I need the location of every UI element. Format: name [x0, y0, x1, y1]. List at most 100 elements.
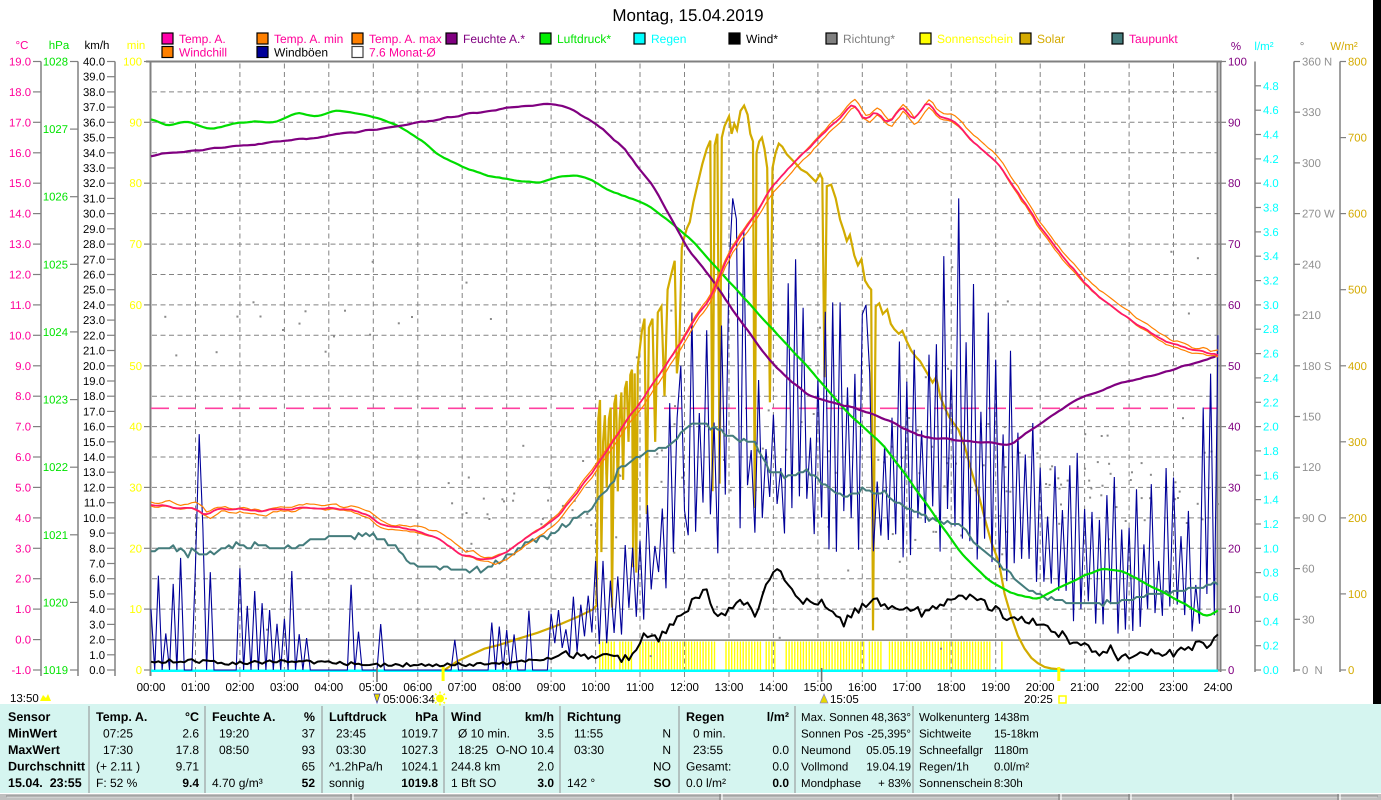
svg-text:05:00: 05:00 — [359, 682, 388, 694]
svg-text:15.04. 23:55: 15.04. 23:55 — [8, 776, 82, 790]
svg-text:1021: 1021 — [43, 530, 68, 542]
svg-text:300: 300 — [1302, 158, 1321, 170]
svg-text:8.0: 8.0 — [89, 543, 105, 555]
svg-text:7.0: 7.0 — [15, 422, 31, 434]
svg-text:Sonnenschein: Sonnenschein — [919, 778, 992, 790]
svg-text:3.0: 3.0 — [89, 619, 105, 631]
svg-text:3.4: 3.4 — [1263, 251, 1279, 263]
svg-text:1025: 1025 — [43, 259, 68, 271]
svg-text:19.0: 19.0 — [83, 376, 105, 388]
svg-text:3.8: 3.8 — [1263, 203, 1279, 215]
svg-text:30: 30 — [129, 482, 142, 494]
svg-text:1.8: 1.8 — [1263, 446, 1279, 458]
svg-text:0.0: 0.0 — [772, 760, 789, 774]
svg-text:1.6: 1.6 — [1263, 470, 1279, 482]
svg-text:24:00: 24:00 — [1204, 682, 1233, 694]
svg-text:3.0: 3.0 — [15, 543, 31, 555]
svg-text:Luftdruck: Luftdruck — [329, 710, 387, 724]
svg-text:1023: 1023 — [43, 395, 68, 407]
svg-text:20: 20 — [129, 543, 142, 555]
svg-text:°C: °C — [185, 710, 199, 724]
svg-text:1438m: 1438m — [994, 712, 1029, 724]
svg-text:Wind*: Wind* — [746, 32, 778, 46]
svg-text:°C: °C — [16, 40, 29, 52]
svg-text:12.0: 12.0 — [9, 270, 31, 282]
svg-text:23:00: 23:00 — [1159, 682, 1188, 694]
svg-text:Durchschnitt: Durchschnitt — [8, 760, 86, 774]
svg-text:Regen: Regen — [651, 32, 686, 46]
svg-text:W/m²: W/m² — [1330, 41, 1358, 53]
svg-text:09:00: 09:00 — [537, 682, 566, 694]
svg-text:2.6: 2.6 — [1263, 349, 1279, 361]
svg-text:2.8: 2.8 — [1263, 324, 1279, 336]
svg-text:29.0: 29.0 — [83, 224, 105, 236]
svg-text:Windböen: Windböen — [274, 46, 328, 60]
svg-text:40: 40 — [129, 422, 142, 434]
svg-text:Vollmond: Vollmond — [801, 762, 848, 774]
svg-text:(+ 2.11 ): (+ 2.11 ) — [96, 760, 140, 774]
svg-text:0.0: 0.0 — [772, 743, 789, 757]
svg-text:26.0: 26.0 — [83, 270, 105, 282]
svg-text:3.0: 3.0 — [1263, 300, 1279, 312]
svg-text:210: 210 — [1302, 310, 1321, 322]
svg-text:1.0: 1.0 — [15, 604, 31, 616]
svg-text:3.2: 3.2 — [1263, 276, 1279, 288]
svg-text:180 S: 180 S — [1302, 361, 1332, 373]
svg-text:244.8 km: 244.8 km — [451, 760, 500, 774]
svg-text:150: 150 — [1302, 412, 1321, 424]
svg-text:1.4: 1.4 — [1263, 495, 1279, 507]
svg-text:2.2: 2.2 — [1263, 397, 1279, 409]
svg-text:4.0: 4.0 — [89, 604, 105, 616]
svg-text:0: 0 — [1348, 665, 1354, 677]
svg-text:600: 600 — [1348, 209, 1367, 221]
svg-text:37: 37 — [302, 727, 316, 741]
svg-text:^1.2hPa/h: ^1.2hPa/h — [329, 760, 383, 774]
svg-text:%: % — [1231, 41, 1241, 53]
svg-text:l/m²: l/m² — [767, 710, 789, 724]
svg-text:500: 500 — [1348, 285, 1367, 297]
svg-text:240: 240 — [1302, 259, 1321, 271]
svg-text:21:00: 21:00 — [1070, 682, 1099, 694]
svg-text:MaxWert: MaxWert — [8, 743, 61, 757]
svg-text:13.0: 13.0 — [83, 467, 105, 479]
svg-text:5.0: 5.0 — [15, 482, 31, 494]
svg-text:52: 52 — [302, 776, 316, 790]
svg-text:15.0: 15.0 — [9, 178, 31, 190]
svg-text:200: 200 — [1348, 513, 1367, 525]
svg-text:14.0: 14.0 — [9, 209, 31, 221]
svg-text:9.4: 9.4 — [182, 776, 199, 790]
svg-text:15-18km: 15-18km — [994, 729, 1039, 741]
svg-text:33.0: 33.0 — [83, 163, 105, 175]
svg-text:0.0: 0.0 — [1263, 665, 1279, 677]
svg-text:22:00: 22:00 — [1115, 682, 1144, 694]
svg-text:30: 30 — [1302, 614, 1315, 626]
svg-text:39.0: 39.0 — [83, 72, 105, 84]
svg-text:50: 50 — [1228, 361, 1241, 373]
svg-text:Montag, 15.04.2019: Montag, 15.04.2019 — [612, 6, 763, 25]
svg-text:NO: NO — [653, 760, 671, 774]
svg-text:1 Bft SO: 1 Bft SO — [451, 776, 496, 790]
svg-text:Richtung: Richtung — [567, 710, 621, 724]
svg-text:15.0: 15.0 — [83, 437, 105, 449]
svg-text:23:45: 23:45 — [336, 727, 366, 741]
svg-text:50: 50 — [129, 361, 142, 373]
svg-text:-25,395°: -25,395° — [867, 729, 911, 741]
svg-text:120: 120 — [1302, 462, 1321, 474]
svg-text:15:05: 15:05 — [830, 694, 859, 706]
svg-text:142 °: 142 ° — [567, 776, 595, 790]
svg-text:10:00: 10:00 — [581, 682, 610, 694]
svg-text:km/h: km/h — [85, 40, 110, 52]
svg-text:20.0: 20.0 — [83, 361, 105, 373]
svg-text:1020: 1020 — [43, 597, 68, 609]
svg-text:°: ° — [1300, 41, 1305, 53]
svg-text:9.0: 9.0 — [15, 361, 31, 373]
svg-text:19:20: 19:20 — [219, 727, 249, 741]
svg-text:1028: 1028 — [43, 57, 68, 69]
svg-text:0.4: 0.4 — [1263, 616, 1279, 628]
svg-text:7.0: 7.0 — [89, 559, 105, 571]
svg-text:7.6 Monat-Ø: 7.6 Monat-Ø — [369, 46, 436, 60]
svg-text:03:30: 03:30 — [574, 743, 604, 757]
svg-text:min: min — [127, 40, 146, 52]
svg-text:hPa: hPa — [415, 710, 439, 724]
svg-text:360 N: 360 N — [1302, 57, 1332, 69]
